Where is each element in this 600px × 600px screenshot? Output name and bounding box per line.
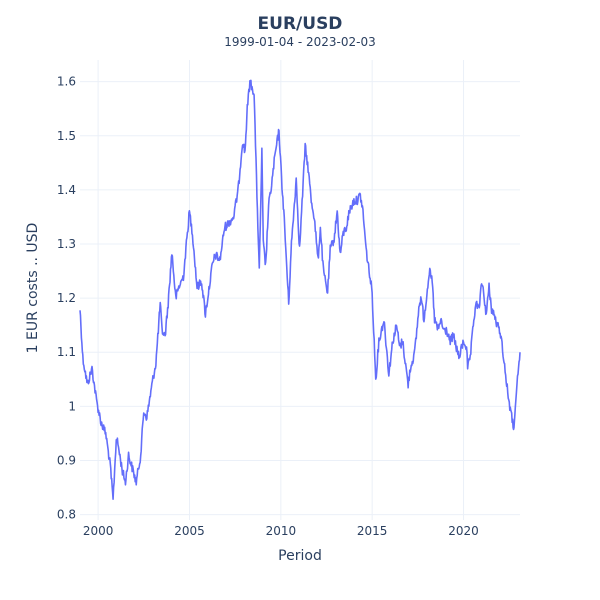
x-axis-label: Period: [278, 548, 322, 564]
y-tick-label: 1.6: [57, 75, 76, 89]
y-tick-label: 1: [68, 399, 76, 413]
y-tick-label: 0.9: [57, 453, 76, 467]
x-tick-label: 2000: [83, 524, 114, 538]
x-tick-label: 2005: [174, 524, 205, 538]
tick-layer: 0.8 0.9 1 1.1 1.2 1.3 1.4 1.5 1.6 2000 2005 2010 201…: [57, 75, 479, 538]
y-tick-label: 0.8: [57, 508, 76, 522]
y-tick-label: 1.3: [57, 237, 76, 251]
x-tick-label: 2020: [448, 524, 479, 538]
chart-subtitle: 1999-01-04 - 2023-02-03: [224, 35, 375, 49]
series-line: [79, 79, 521, 501]
x-tick-label: 2015: [357, 524, 388, 538]
series-layer: [79, 79, 521, 501]
x-tick-label: 2010: [266, 524, 297, 538]
y-axis-label: 1 EUR costs .. USD: [25, 223, 41, 354]
y-tick-label: 1.4: [57, 183, 76, 197]
y-tick-label: 1.2: [57, 291, 76, 305]
y-tick-label: 1.5: [57, 129, 76, 143]
y-tick-label: 1.1: [57, 345, 76, 359]
chart-title: EUR/USD: [258, 14, 343, 34]
